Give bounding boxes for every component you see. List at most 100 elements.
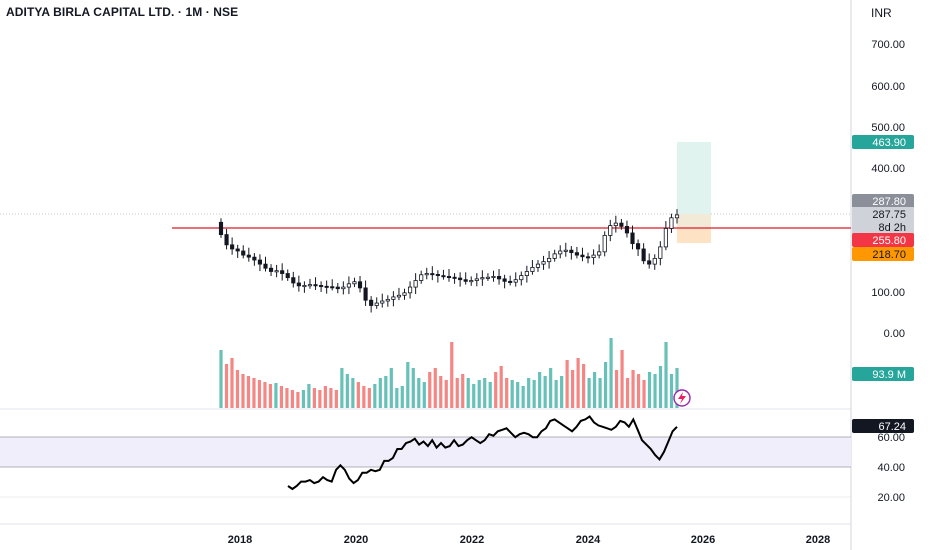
candle-body	[357, 281, 363, 289]
resistance-badge: 255.80	[872, 235, 906, 247]
rsi-tick-label: 40.00	[877, 462, 905, 474]
volume-bar	[527, 378, 531, 408]
volume-bar	[466, 378, 470, 408]
candle-body	[563, 249, 568, 252]
volume-bar	[631, 370, 635, 408]
x-tick-label: 2018	[228, 534, 252, 546]
volume-bar	[444, 380, 448, 408]
volume-bar	[587, 378, 591, 408]
volume-bar	[285, 388, 289, 408]
candle-body	[268, 267, 274, 272]
currency-label: INR	[871, 6, 892, 20]
candle-body	[313, 284, 318, 287]
price-tick-label: 400.00	[871, 163, 905, 175]
candle-body	[396, 294, 402, 298]
price-tick-label: 0.00	[884, 328, 905, 340]
volume-bar	[417, 378, 421, 408]
candle-body	[319, 285, 324, 288]
candle-body	[235, 248, 240, 252]
candle-body	[641, 248, 646, 262]
volume-bar	[647, 372, 652, 408]
countdown-label: 8d 2h	[878, 222, 906, 234]
volume-bar	[582, 364, 586, 408]
stop-badge-bg	[852, 247, 914, 261]
candle-body	[241, 250, 246, 256]
candle-body	[291, 277, 296, 284]
candle-body	[435, 273, 440, 276]
entry-zone	[677, 214, 711, 228]
volume-bar	[389, 368, 393, 408]
candle-body	[602, 235, 607, 253]
candle-body	[263, 263, 268, 269]
rsi-badge-bg	[852, 419, 914, 433]
candle-body	[369, 299, 374, 306]
volume-bar	[373, 384, 377, 408]
volume-bar	[323, 386, 327, 408]
candle-body	[302, 285, 307, 288]
volume-bar	[400, 386, 404, 408]
volume-bar	[318, 390, 322, 408]
stop-badge: 218.70	[872, 249, 906, 261]
candle-body	[524, 271, 529, 276]
candle-body	[446, 276, 452, 279]
last-price-label: 287.75	[872, 209, 906, 221]
x-tick-label: 2020	[344, 534, 368, 546]
chart-title: ADITYA BIRLA CAPITAL LTD. · 1M · NSE	[6, 5, 239, 19]
target-zone	[677, 142, 711, 228]
volume-bar	[571, 370, 575, 408]
volume-bar	[625, 378, 630, 408]
volume-badge: 93.9 M	[872, 369, 906, 381]
candle-body	[224, 234, 229, 246]
volume-bar	[592, 372, 597, 408]
volume-bar	[312, 388, 316, 408]
volume-bar	[351, 378, 355, 408]
candle-body	[658, 246, 663, 259]
candle-body	[652, 257, 657, 265]
candle-body	[535, 263, 541, 268]
volume-bar	[620, 350, 624, 408]
price-tick-label: 100.00	[871, 287, 905, 299]
x-tick-label: 2022	[460, 534, 484, 546]
volume-bar	[560, 376, 564, 408]
candle-body	[335, 286, 340, 290]
candle-body	[580, 254, 585, 258]
candle-body	[474, 278, 479, 281]
candle-body	[619, 222, 624, 227]
candle-body	[508, 280, 513, 283]
volume-bar	[461, 374, 465, 408]
candle-body	[591, 254, 596, 258]
candle-body	[424, 273, 429, 276]
candle-body	[402, 292, 407, 296]
volume-bar	[307, 384, 311, 408]
volume-bar	[362, 386, 366, 408]
candle-body	[374, 302, 379, 306]
x-tick-label: 2028	[806, 534, 830, 546]
volume-bar	[603, 362, 608, 408]
x-tick-label: 2026	[691, 534, 715, 546]
candle-body	[541, 261, 546, 265]
candle-body	[441, 275, 446, 278]
volume-bar	[296, 392, 300, 408]
volume-bar	[257, 380, 262, 408]
volume-bar	[422, 382, 426, 408]
volume-bar	[279, 386, 284, 408]
volume-bar	[477, 380, 481, 408]
rsi-tick-label: 20.00	[877, 492, 905, 504]
volume-bar	[450, 342, 454, 408]
volume-badge-bg	[852, 367, 914, 381]
candle-body	[630, 232, 635, 245]
volume-bar	[505, 378, 509, 408]
candle-body	[624, 225, 630, 234]
candle-body	[585, 256, 591, 259]
candle-body	[380, 300, 385, 304]
volume-bar	[411, 368, 415, 408]
volume-bar	[472, 384, 476, 408]
lightning-icon	[678, 392, 686, 404]
candle-body	[430, 273, 435, 276]
volume-bar	[521, 386, 525, 408]
volume-bar	[538, 372, 542, 408]
volume-bar	[384, 376, 388, 408]
candle-body	[574, 252, 579, 256]
volume-bar	[439, 376, 443, 408]
